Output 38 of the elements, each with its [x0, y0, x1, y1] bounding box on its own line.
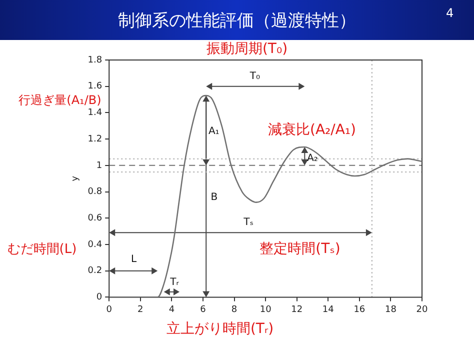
annotation: L	[131, 254, 137, 266]
line-series	[109, 94, 422, 298]
text: 立上がり時間(Tᵣ)	[166, 320, 274, 338]
y-tick-label: 0.6	[88, 213, 102, 224]
annotation: A₁	[208, 126, 220, 138]
y-tick-label: 1.2	[88, 134, 102, 144]
annotation: T₀	[250, 71, 260, 82]
x-tick-label: 12	[291, 304, 303, 315]
y-tick-label: 1.6	[88, 82, 102, 92]
annotation: Tᵣ	[170, 276, 179, 288]
text: むだ時間(L)	[7, 241, 77, 258]
chart-title: 制御系の性能評価（過渡特性）	[118, 11, 356, 31]
y-tick-label: 1.4	[88, 108, 102, 118]
x-tick-label: 4	[168, 304, 175, 315]
x-tick-label: 2	[138, 304, 144, 315]
x-tick-label: 6	[200, 304, 206, 315]
x-tick-label: 14	[322, 304, 334, 315]
text: 4	[446, 6, 454, 20]
x-tick-label: 0	[106, 304, 112, 315]
y-tick-label: 0.2	[88, 266, 102, 276]
x-tick-label: 16	[354, 304, 366, 315]
annotation: 減衰比(A₂/A₁)	[268, 121, 356, 139]
y-axis-title: y	[70, 175, 81, 182]
text: 行過ぎ量(A₁/B)	[18, 92, 102, 108]
x-tick-label: 10	[260, 304, 272, 315]
y-tick-label: 0.8	[88, 187, 102, 198]
x-tick-label: 8	[231, 304, 238, 315]
y-tick-label: 1.8	[88, 55, 102, 66]
annotation: 整定時間(Tₛ)	[260, 240, 340, 258]
x-tick-label: 20	[416, 304, 428, 315]
annotation: A₂	[307, 153, 318, 164]
y-tick-label: 1	[96, 160, 102, 171]
text: 振動周期(T₀)	[206, 40, 288, 58]
y-tick-label: 0	[96, 292, 102, 303]
y-tick-label: 0.4	[88, 240, 102, 250]
x-tick-label: 18	[384, 304, 397, 315]
annotation: B	[210, 192, 218, 204]
annotation: Tₛ	[244, 217, 254, 228]
